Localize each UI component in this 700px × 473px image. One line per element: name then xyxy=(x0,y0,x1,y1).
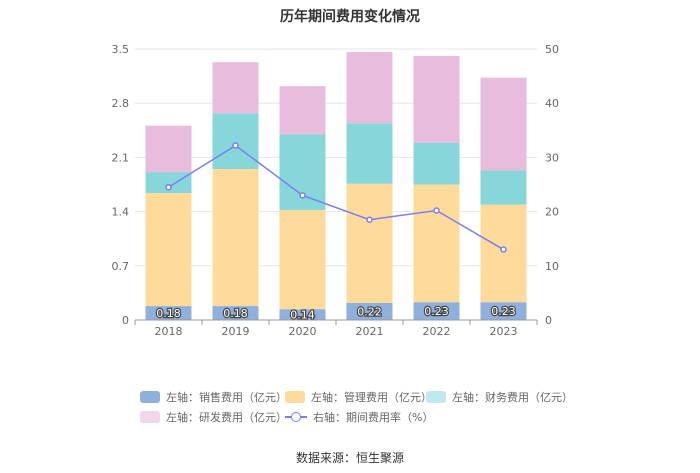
bar-segment[interactable] xyxy=(346,302,393,320)
bar-segment[interactable] xyxy=(413,302,460,320)
legend-swatch-finance xyxy=(426,391,446,403)
y-left-tick-label: 1.4 xyxy=(112,206,130,219)
legend-item-admin[interactable]: 左轴：管理费用（亿元） xyxy=(285,389,432,405)
legend-label-admin: 左轴：管理费用（亿元） xyxy=(311,391,432,404)
bar-segment[interactable] xyxy=(212,169,259,307)
x-tick-label: 2022 xyxy=(423,325,451,338)
y-right-tick-label: 10 xyxy=(545,260,559,273)
y-left-tick-label: 2.1 xyxy=(112,151,130,164)
legend-swatch-sales xyxy=(140,391,160,403)
expense-ratio-point[interactable] xyxy=(232,142,239,149)
bar-segment[interactable] xyxy=(279,309,326,320)
x-tick-label: 2018 xyxy=(155,325,183,338)
bar-data-label: 0.22 xyxy=(357,305,382,318)
legend-item-expense-ratio[interactable]: 右轴：期间费用率（%） xyxy=(285,409,433,425)
y-right-tick-label: 0 xyxy=(545,314,552,327)
expense-ratio-point[interactable] xyxy=(433,207,440,214)
bar-data-label: 0.23 xyxy=(491,305,516,318)
y-left-tick-label: 2.8 xyxy=(112,97,130,110)
legend-item-finance[interactable]: 左轴：财务费用（亿元） xyxy=(426,389,573,405)
expense-ratio-point[interactable] xyxy=(299,192,306,199)
expense-ratio-point[interactable] xyxy=(500,246,507,253)
x-tick-label: 2019 xyxy=(222,325,250,338)
x-tick-label: 2020 xyxy=(289,325,317,338)
x-tick-label: 2023 xyxy=(490,325,518,338)
bar-segment[interactable] xyxy=(212,113,259,170)
data-source: 数据来源：恒生聚源 xyxy=(295,451,404,465)
legend-label-rnd: 左轴：研发费用（亿元） xyxy=(166,411,287,424)
bar-data-label: 0.18 xyxy=(156,307,181,320)
bar-segment[interactable] xyxy=(413,142,460,185)
bar-segment[interactable] xyxy=(212,306,259,320)
bar-data-label: 0.18 xyxy=(223,307,248,320)
expense-ratio-point[interactable] xyxy=(165,183,172,191)
bar-segment[interactable] xyxy=(145,172,192,194)
legend-swatch-admin xyxy=(285,391,305,403)
bar-segment[interactable] xyxy=(145,306,192,320)
legend-label-finance: 左轴：财务费用（亿元） xyxy=(452,391,573,404)
y-right-tick-label: 30 xyxy=(545,151,559,164)
legend-item-sales[interactable]: 左轴：销售费用（亿元） xyxy=(140,389,287,405)
bar-segment[interactable] xyxy=(212,62,259,114)
bar-segment[interactable] xyxy=(346,123,393,184)
chart-title: 历年期间费用变化情况 xyxy=(280,9,420,25)
y-left-tick-label: 3.5 xyxy=(112,43,130,56)
y-right-tick-label: 40 xyxy=(545,97,559,110)
bar-segment[interactable] xyxy=(145,125,192,173)
legend-swatch-rnd xyxy=(140,411,160,423)
legend-line-marker-icon xyxy=(285,411,307,423)
bar-segment[interactable] xyxy=(480,170,527,205)
bar-segment[interactable] xyxy=(346,183,393,303)
bar-segment[interactable] xyxy=(279,86,326,135)
bar-segment[interactable] xyxy=(480,77,527,171)
x-tick-label: 2021 xyxy=(356,325,384,338)
y-left-tick-label: 0.7 xyxy=(112,260,130,273)
y-right-tick-label: 20 xyxy=(545,206,559,219)
bar-segment[interactable] xyxy=(480,302,527,320)
bar-segment[interactable] xyxy=(346,52,393,124)
expense-ratio-point[interactable] xyxy=(366,216,373,223)
bar-segment[interactable] xyxy=(279,134,326,211)
bar-segment[interactable] xyxy=(413,55,460,143)
bar-data-label: 0.23 xyxy=(424,305,449,318)
legend-item-rnd[interactable]: 左轴：研发费用（亿元） xyxy=(140,409,287,425)
bar-segment[interactable] xyxy=(480,204,527,303)
bar-segment[interactable] xyxy=(145,193,192,307)
legend-label-expense-ratio: 右轴：期间费用率（%） xyxy=(313,411,434,424)
y-left-tick-label: 0 xyxy=(122,314,129,327)
bar-segment[interactable] xyxy=(413,184,460,303)
y-right-tick-label: 50 xyxy=(545,43,559,56)
legend-label-sales: 左轴：销售费用（亿元） xyxy=(166,391,287,404)
expense-ratio-line xyxy=(168,144,504,251)
bar-segment[interactable] xyxy=(279,210,326,310)
bar-data-label: 0.14 xyxy=(290,309,315,322)
